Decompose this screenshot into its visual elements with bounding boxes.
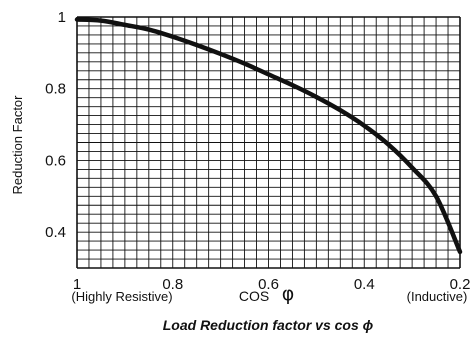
x-axis-phi-symbol: φ xyxy=(282,283,295,305)
x-annotation-left: (Highly Resistive) xyxy=(71,289,172,304)
x-axis-label: COS xyxy=(239,288,269,304)
x-annotation-right: (Inductive) xyxy=(407,289,468,304)
chart-title: Load Reduction factor vs cos ϕ xyxy=(163,317,374,333)
x-tick-label: 1 xyxy=(73,276,81,293)
x-tick-label: 0.2 xyxy=(450,276,471,293)
y-tick-label: 0.4 xyxy=(45,224,66,241)
y-tick-label: 0.8 xyxy=(45,81,66,98)
x-tick-label: 0.8 xyxy=(162,276,183,293)
series-lines xyxy=(74,17,463,255)
y-tick-label: 1 xyxy=(58,9,66,26)
x-tick-label: 0.6 xyxy=(258,276,279,293)
grid xyxy=(76,16,461,269)
series-line xyxy=(74,17,463,255)
x-tick-labels: 1 0.8 0.6 0.4 0.2 xyxy=(73,276,471,293)
x-tick-label: 0.4 xyxy=(354,276,375,293)
y-tick-labels: 1 0.8 0.6 0.4 xyxy=(45,9,66,241)
y-tick-label: 0.6 xyxy=(45,152,66,169)
y-axis-label: Reduction Factor xyxy=(10,95,25,195)
